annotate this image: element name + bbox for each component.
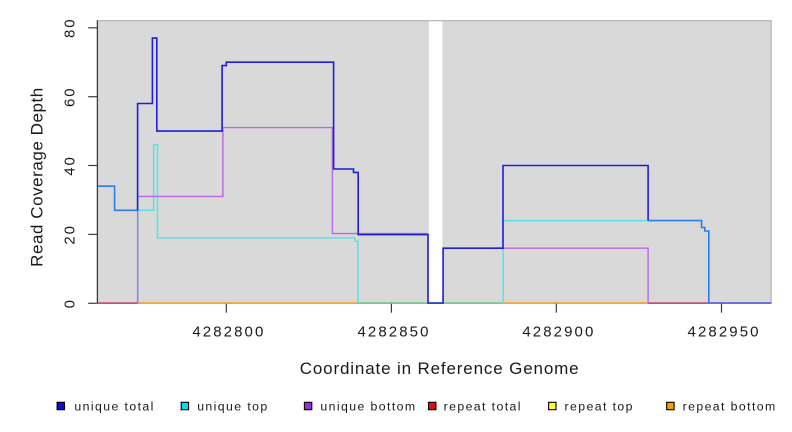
svg-text:Read Coverage Depth: Read Coverage Depth	[28, 87, 47, 267]
svg-text:60: 60	[62, 86, 79, 107]
svg-text:repeat total: repeat total	[444, 399, 522, 413]
svg-text:unique top: unique top	[197, 399, 268, 413]
svg-text:80: 80	[62, 18, 79, 39]
svg-text:repeat top: repeat top	[565, 399, 634, 413]
svg-text:4282850: 4282850	[357, 324, 430, 341]
svg-text:20: 20	[62, 224, 79, 245]
svg-text:unique total: unique total	[74, 399, 154, 413]
svg-text:unique bottom: unique bottom	[320, 399, 416, 413]
svg-text:0: 0	[62, 298, 79, 308]
svg-text:4282950: 4282950	[688, 324, 761, 341]
svg-text:Coordinate in Reference Genome: Coordinate in Reference Genome	[300, 359, 580, 378]
svg-text:4282900: 4282900	[522, 324, 595, 341]
svg-text:4282800: 4282800	[192, 324, 265, 341]
svg-text:40: 40	[62, 155, 79, 176]
svg-text:repeat bottom: repeat bottom	[683, 399, 777, 413]
